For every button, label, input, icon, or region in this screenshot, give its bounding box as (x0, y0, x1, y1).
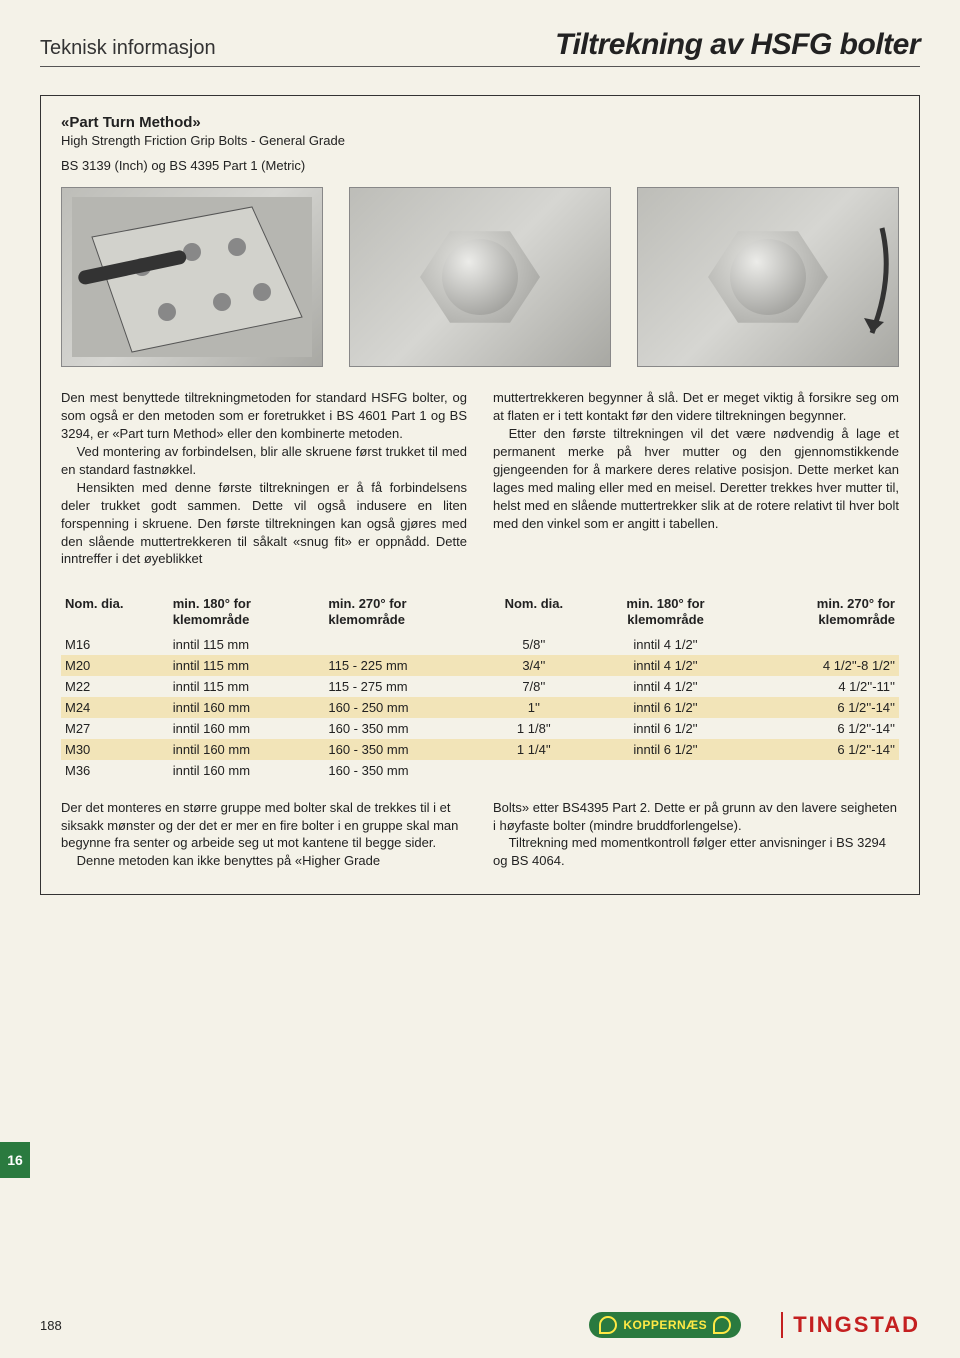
body-text-columns: Den mest benyttede tiltrekningmetoden fo… (61, 389, 899, 568)
logo-tingstad: TINGSTAD (781, 1312, 920, 1338)
table-cell (588, 760, 744, 781)
table-cell: inntil 115 mm (169, 676, 325, 697)
table-cell: 6 1/2''-14'' (743, 697, 899, 718)
th-270: min. 270° for klemområde (324, 590, 480, 633)
table-cell: 4 1/2''-8 1/2'' (743, 655, 899, 676)
body-col-right: muttertrekkeren begynner å slå. Det er m… (493, 389, 899, 568)
illustration-bolt-head-marked (349, 187, 611, 367)
table-cell: 160 - 350 mm (324, 760, 480, 781)
table-cell: inntil 160 mm (169, 760, 325, 781)
table-cell: M30 (61, 739, 169, 760)
table-cell (324, 634, 480, 655)
table-cell: M36 (61, 760, 169, 781)
th-dia-inch: Nom. dia. (480, 590, 588, 633)
th-dia: Nom. dia. (61, 590, 169, 633)
table-cell: 160 - 350 mm (324, 718, 480, 739)
table-cell: 5/8'' (480, 634, 588, 655)
table-cell: 6 1/2''-14'' (743, 739, 899, 760)
table-cell: inntil 160 mm (169, 739, 325, 760)
th-180: min. 180° for klemområde (169, 590, 325, 633)
illustration-wrench-on-bolts (61, 187, 323, 367)
table-cell: inntil 160 mm (169, 718, 325, 739)
table-row: M24inntil 160 mm160 - 250 mm1''inntil 6 … (61, 697, 899, 718)
table-cell: 160 - 350 mm (324, 739, 480, 760)
page-header: Teknisk informasjon Tiltrekning av HSFG … (40, 28, 920, 67)
table-cell: inntil 4 1/2'' (588, 676, 744, 697)
table-cell (480, 760, 588, 781)
table-cell: 3/4'' (480, 655, 588, 676)
table-cell: inntil 6 1/2'' (588, 718, 744, 739)
table-row: M22inntil 115 mm115 - 275 mm7/8''inntil … (61, 676, 899, 697)
th-180-inch: min. 180° for klemområde (588, 590, 744, 633)
illustration-bolt-head-rotated (637, 187, 899, 367)
body-col-left: Den mest benyttede tiltrekningmetoden fo… (61, 389, 467, 568)
method-title: «Part Turn Method» (61, 114, 899, 131)
table-cell: M27 (61, 718, 169, 739)
table-cell: 1'' (480, 697, 588, 718)
below-p: Der det monteres en større gruppe med bo… (61, 799, 467, 853)
method-spec: BS 3139 (Inch) og BS 4395 Part 1 (Metric… (61, 158, 899, 173)
torque-table: Nom. dia. min. 180° for klemområde min. … (61, 590, 899, 780)
table-cell: M20 (61, 655, 169, 676)
body-p: Etter den første tiltrekningen vil det v… (493, 425, 899, 533)
footer-logos: KOPPERNÆS TINGSTAD (589, 1312, 920, 1338)
table-cell: 115 - 225 mm (324, 655, 480, 676)
table-cell (743, 634, 899, 655)
table-cell: 7/8'' (480, 676, 588, 697)
table-cell: inntil 160 mm (169, 697, 325, 718)
page-title: Tiltrekning av HSFG bolter (555, 28, 920, 62)
table-row: M20inntil 115 mm115 - 225 mm3/4''inntil … (61, 655, 899, 676)
table-cell: 6 1/2''-14'' (743, 718, 899, 739)
page-footer: 188 KOPPERNÆS TINGSTAD (40, 1312, 920, 1338)
table-header-row: Nom. dia. min. 180° for klemområde min. … (61, 590, 899, 633)
page-number: 188 (40, 1318, 62, 1333)
body-p: Den mest benyttede tiltrekningmetoden fo… (61, 389, 467, 443)
table-cell: 4 1/2''-11'' (743, 676, 899, 697)
table-row: M30inntil 160 mm160 - 350 mm1 1/4''innti… (61, 739, 899, 760)
table-cell (743, 760, 899, 781)
table-cell: inntil 4 1/2'' (588, 634, 744, 655)
table-cell: 160 - 250 mm (324, 697, 480, 718)
body-p: Ved montering av forbindelsen, blir alle… (61, 443, 467, 479)
table-cell: M24 (61, 697, 169, 718)
logo-koppernaes: KOPPERNÆS (589, 1312, 741, 1338)
below-text-columns: Der det monteres en større gruppe med bo… (61, 799, 899, 871)
table-cell: inntil 115 mm (169, 655, 325, 676)
below-col-left: Der det monteres en større gruppe med bo… (61, 799, 467, 871)
table-cell: M22 (61, 676, 169, 697)
body-p: muttertrekkeren begynner å slå. Det er m… (493, 389, 899, 425)
illustration-row (61, 187, 899, 367)
table-row: M27inntil 160 mm160 - 350 mm1 1/8''innti… (61, 718, 899, 739)
below-p: Bolts» etter BS4395 Part 2. Dette er på … (493, 799, 899, 835)
below-p: Tiltrekning med momentkontroll følger et… (493, 834, 899, 870)
th-270-inch: min. 270° for klemområde (743, 590, 899, 633)
table-cell: 115 - 275 mm (324, 676, 480, 697)
table-cell: inntil 6 1/2'' (588, 739, 744, 760)
table-cell: M16 (61, 634, 169, 655)
body-p: Hensikten med denne første tiltrekningen… (61, 479, 467, 569)
section-tab: 16 (0, 1142, 30, 1178)
method-subtitle: High Strength Friction Grip Bolts - Gene… (61, 133, 899, 148)
table-cell: 1 1/4'' (480, 739, 588, 760)
below-p: Denne metoden kan ikke benyttes på «High… (61, 852, 467, 870)
below-col-right: Bolts» etter BS4395 Part 2. Dette er på … (493, 799, 899, 871)
table-row: M36inntil 160 mm160 - 350 mm (61, 760, 899, 781)
table-cell: inntil 6 1/2'' (588, 697, 744, 718)
table-cell: 1 1/8'' (480, 718, 588, 739)
table-cell: inntil 4 1/2'' (588, 655, 744, 676)
header-section-label: Teknisk informasjon (40, 37, 216, 60)
content-frame: «Part Turn Method» High Strength Frictio… (40, 95, 920, 895)
table-cell: inntil 115 mm (169, 634, 325, 655)
table-row: M16inntil 115 mm 5/8''inntil 4 1/2'' (61, 634, 899, 655)
